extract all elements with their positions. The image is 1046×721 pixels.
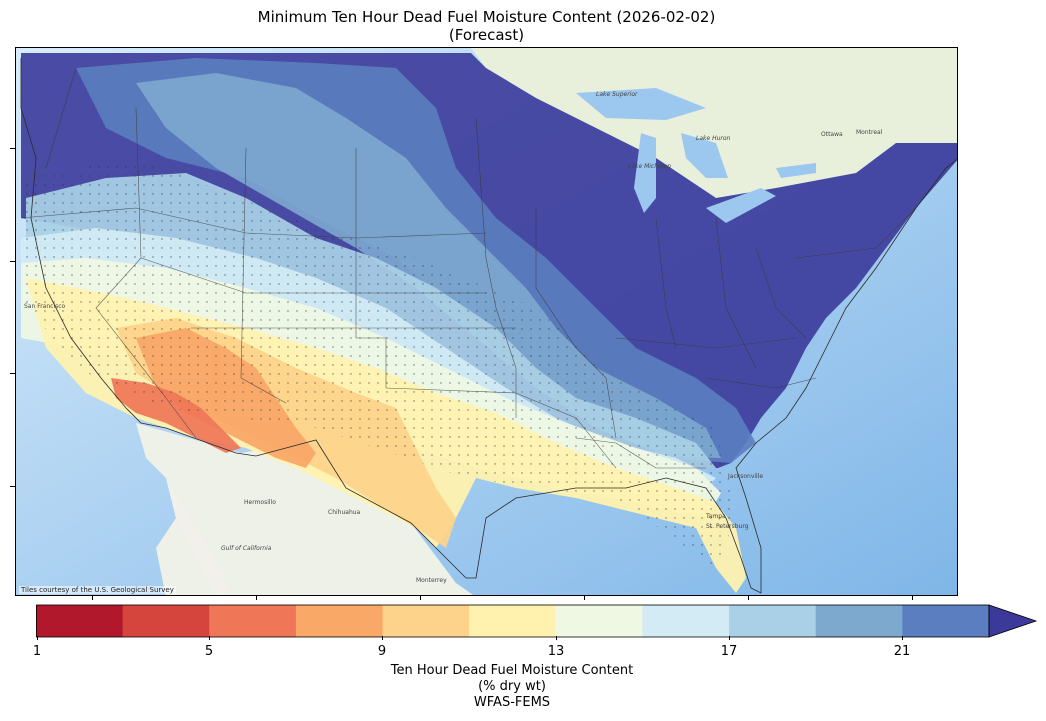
colorbar-segments <box>36 605 990 637</box>
colorbar-segment <box>295 605 384 637</box>
colorbar-segment <box>815 605 903 637</box>
place-label-jacksonville: Jacksonville <box>727 473 763 480</box>
colorbar-tick-label: 17 <box>720 644 738 659</box>
place-label-montreal: Montreal <box>856 129 883 136</box>
colorbar-tickmark <box>209 636 210 640</box>
colorbar-tick-label: 5 <box>204 644 214 659</box>
colorbar-tick-label: 21 <box>893 644 911 659</box>
colorbar <box>36 604 1038 638</box>
place-label-st-petersburg: St. Petersburg <box>706 523 749 530</box>
colorbar-tickmark <box>729 636 730 640</box>
colorbar-tick-label: 9 <box>377 644 387 659</box>
x-tick <box>748 596 749 600</box>
place-label-chihuahua: Chihuahua <box>328 509 361 516</box>
colorbar-segment <box>122 605 210 637</box>
colorbar-tickmark <box>556 636 557 640</box>
colorbar-segment <box>729 605 817 637</box>
colorbar-tick-label: 1 <box>32 644 42 659</box>
place-label-lake-superior: Lake Superior <box>596 91 638 98</box>
place-label-lake-michigan: Lake Michigan <box>628 163 671 170</box>
chart-title: Minimum Ten Hour Dead Fuel Moisture Cont… <box>0 8 973 44</box>
place-label-lake-huron: Lake Huron <box>696 135 731 142</box>
colorbar-segment <box>209 605 297 637</box>
colorbar-extend-arrow <box>988 604 1038 638</box>
x-tick <box>92 596 93 600</box>
lake-erie <box>706 188 776 223</box>
station-dots <box>21 158 736 568</box>
lake-michigan <box>634 133 656 213</box>
y-tick <box>10 148 15 149</box>
place-label-hermosillo: Hermosillo <box>244 499 276 506</box>
fuel-moisture-map: Hermosillo Chihuahua Monterrey Gulf of C… <box>16 48 957 595</box>
map-panel[interactable]: Hermosillo Chihuahua Monterrey Gulf of C… <box>15 47 958 596</box>
state-borders <box>20 67 917 469</box>
colorbar-label-line-2: (% dry wt) <box>478 679 546 694</box>
colorbar-tickmark <box>902 636 903 640</box>
title-line-1: Minimum Ten Hour Dead Fuel Moisture Cont… <box>257 8 716 26</box>
y-tick <box>10 261 15 262</box>
title-line-2: (Forecast) <box>448 26 525 44</box>
colorbar-segment <box>469 605 557 637</box>
lake-ontario <box>776 163 816 178</box>
basemap-credit: Tiles courtesy of the U.S. Geological Su… <box>19 586 176 594</box>
us-coastline <box>20 58 957 594</box>
place-labels: Hermosillo Chihuahua Monterrey Gulf of C… <box>24 91 883 584</box>
y-tick <box>10 373 15 374</box>
place-label-ottawa: Ottawa <box>821 131 843 138</box>
colorbar-tickmark <box>382 636 383 640</box>
colorbar-segment <box>382 605 470 637</box>
lake-superior <box>576 88 706 120</box>
canada-land <box>471 48 957 198</box>
place-label-tampa: Tampa <box>705 513 726 520</box>
baja-land <box>166 478 231 595</box>
x-tick <box>256 596 257 600</box>
colorbar-tickmark <box>37 636 38 640</box>
x-tick <box>912 596 913 600</box>
colorbar-tick-label: 13 <box>547 644 565 659</box>
colorbar-segment <box>902 605 990 637</box>
colorbar-segment <box>642 605 730 637</box>
x-tick <box>420 596 421 600</box>
lake-huron <box>681 133 728 178</box>
colorbar-segment <box>555 605 643 637</box>
colorbar-label: Ten Hour Dead Fuel Moisture Content (% d… <box>0 663 1024 711</box>
colorbar-label-line-1: Ten Hour Dead Fuel Moisture Content <box>390 663 634 678</box>
colorbar-segment <box>36 605 124 637</box>
place-label-gulf-of-california: Gulf of California <box>221 545 272 552</box>
place-label-monterrey: Monterrey <box>416 577 447 584</box>
mexico-land <box>136 423 474 595</box>
colorbar-outline <box>36 604 990 638</box>
y-tick <box>10 486 15 487</box>
place-label-san-francisco: San Francisco <box>24 303 66 310</box>
colorbar-label-line-3: WFAS-FEMS <box>473 695 551 710</box>
x-tick <box>584 596 585 600</box>
